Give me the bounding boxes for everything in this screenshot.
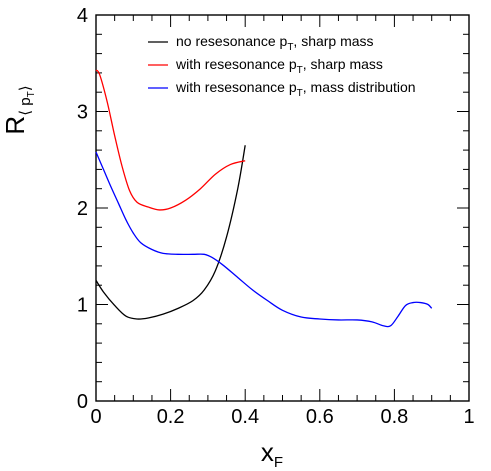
legend-label-tail: , sharp mass bbox=[303, 56, 383, 72]
y-tick-label: 0 bbox=[77, 391, 88, 413]
x-axis-title: xF bbox=[261, 437, 283, 471]
series-no-resonance-sharp bbox=[95, 145, 246, 320]
x-tick-label: 0.6 bbox=[306, 406, 334, 428]
y-tick-label: 3 bbox=[77, 102, 88, 124]
legend-label-tail: , mass distribution bbox=[303, 79, 416, 95]
axis-ticks bbox=[95, 14, 470, 402]
x-tick-label: 0 bbox=[90, 406, 101, 428]
series-resonance-mass-distribution bbox=[95, 151, 433, 328]
y-tick-label: 1 bbox=[77, 295, 88, 317]
x-tick-label: 0.4 bbox=[231, 406, 259, 428]
legend-label-main: with resesonance p bbox=[175, 79, 297, 95]
y-axis-title-subsub: T bbox=[26, 91, 37, 97]
x-tick-label: 0.2 bbox=[157, 406, 185, 428]
legend-label-sub: T bbox=[297, 88, 303, 99]
x-tick-label: 1 bbox=[463, 406, 474, 428]
y-tick-label: 2 bbox=[77, 198, 88, 220]
y-axis-title-sub: ⟨ p bbox=[17, 97, 34, 115]
x-axis-title-sub: F bbox=[274, 454, 283, 471]
x-tick-label: 0.8 bbox=[380, 406, 408, 428]
y-axis-title-main: R bbox=[0, 116, 30, 135]
legend-label-main: with resesonance p bbox=[175, 56, 297, 72]
series-resonance-sharp bbox=[95, 69, 246, 211]
legend-label-main: no resesonance p bbox=[176, 33, 288, 49]
x-axis-title-main: x bbox=[261, 437, 274, 467]
legend-label: with resesonance pT, sharp mass bbox=[175, 56, 383, 76]
legend-label: with resesonance pT, mass distribution bbox=[175, 79, 416, 99]
series-layer bbox=[95, 69, 433, 328]
y-tick-label: 4 bbox=[77, 5, 88, 27]
legend-label-tail: , sharp mass bbox=[293, 33, 373, 49]
legend-label-sub: T bbox=[297, 65, 303, 76]
y-axis-title-close: ⟩ bbox=[17, 85, 34, 91]
legend-label: no resesonance pT, sharp mass bbox=[176, 33, 374, 53]
tick-labels: 0 0.2 0.4 0.6 0.8 1 0 1 2 3 4 bbox=[77, 5, 475, 428]
y-axis-title: R⟨ pT⟩ bbox=[0, 85, 37, 134]
legend-label-sub: T bbox=[287, 42, 293, 53]
